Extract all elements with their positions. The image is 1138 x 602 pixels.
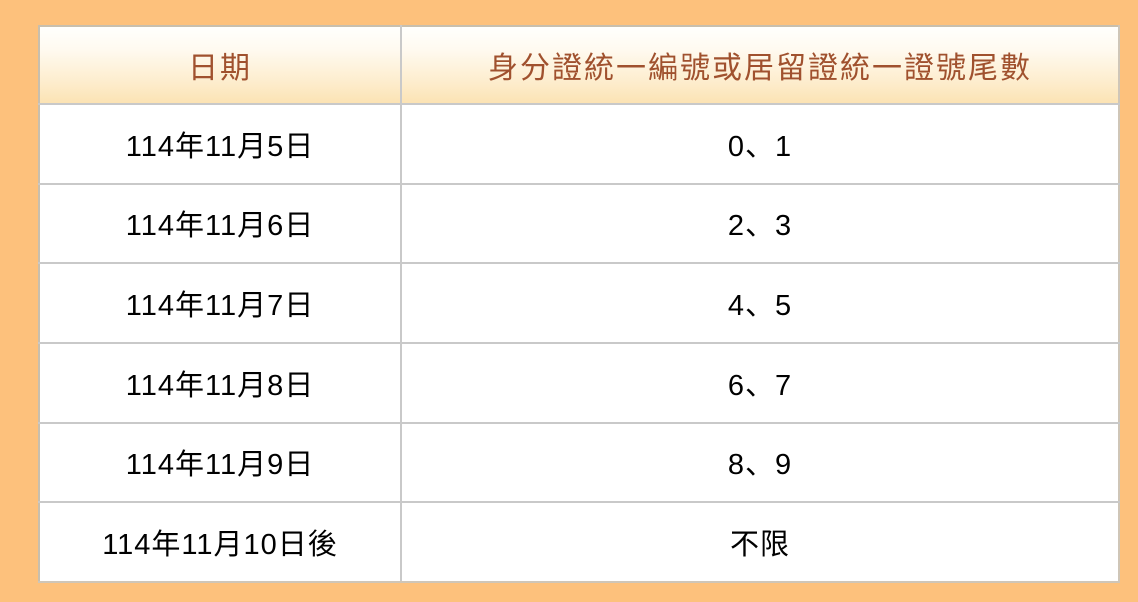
- table-row: 114年11月8日 6、7: [38, 341, 1120, 424]
- table-row: 114年11月7日 4、5: [38, 262, 1120, 344]
- table-row: 114年11月5日 0、1: [38, 103, 1120, 185]
- column-header-date: 日期: [38, 25, 402, 105]
- table-header-row: 日期 身分證統一編號或居留證統一證號尾數: [38, 25, 1120, 105]
- table-row: 114年11月6日 2、3: [38, 182, 1120, 265]
- digits-cell: 4、5: [400, 262, 1120, 344]
- digits-cell: 6、7: [400, 341, 1120, 424]
- id-digit-date-schedule-table: 日期 身分證統一編號或居留證統一證號尾數 114年11月5日 0、1 114年1…: [38, 25, 1120, 583]
- date-cell: 114年11月10日後: [38, 501, 402, 583]
- digits-cell: 0、1: [400, 103, 1120, 185]
- date-cell: 114年11月7日: [38, 262, 402, 344]
- digits-cell: 8、9: [400, 421, 1120, 504]
- date-cell: 114年11月8日: [38, 341, 402, 424]
- digits-cell: 2、3: [400, 182, 1120, 265]
- table-row: 114年11月10日後 不限: [38, 501, 1120, 583]
- date-cell: 114年11月5日: [38, 103, 402, 185]
- table-row: 114年11月9日 8、9: [38, 421, 1120, 504]
- digits-cell: 不限: [400, 501, 1120, 583]
- schedule-table-container: 日期 身分證統一編號或居留證統一證號尾數 114年11月5日 0、1 114年1…: [38, 25, 1120, 583]
- date-cell: 114年11月6日: [38, 182, 402, 265]
- date-cell: 114年11月9日: [38, 421, 402, 504]
- column-header-id-last-digit: 身分證統一編號或居留證統一證號尾數: [400, 25, 1120, 105]
